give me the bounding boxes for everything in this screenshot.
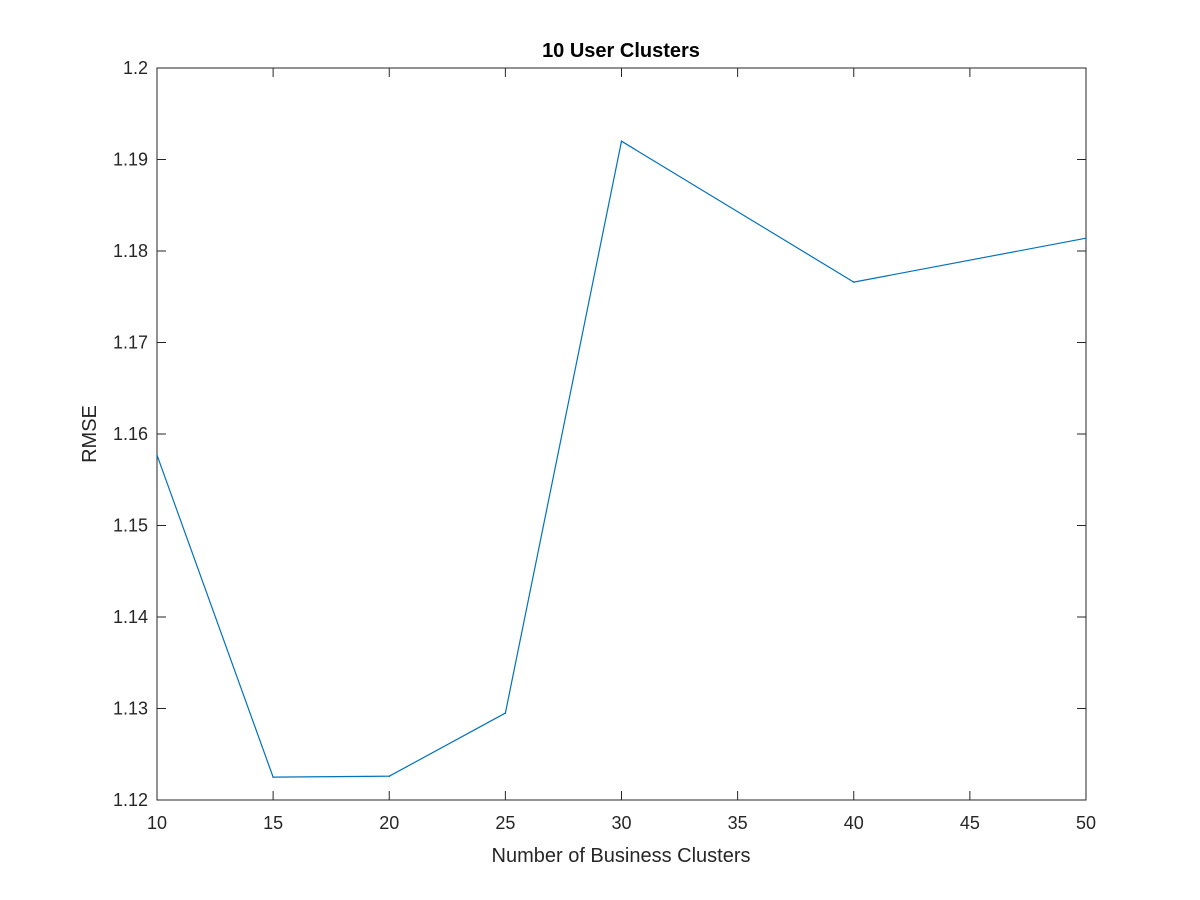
- x-tick-label: 15: [263, 813, 283, 833]
- data-point: [504, 712, 507, 714]
- x-tick-label: 25: [495, 813, 515, 833]
- data-point: [388, 775, 391, 778]
- series-layer: [156, 140, 1087, 778]
- plot-area: [156, 67, 1087, 801]
- y-tick-label: 1.14: [113, 607, 148, 627]
- y-tick-label: 1.19: [113, 150, 148, 170]
- data-point: [852, 281, 855, 283]
- chart-title: 10 User Clusters: [542, 40, 700, 62]
- data-point: [272, 776, 274, 778]
- y-tick-label: 1.15: [113, 516, 148, 536]
- x-tick-label: 10: [147, 813, 167, 833]
- x-axis-label: Number of Business Clusters: [492, 845, 751, 867]
- y-axis: 1.12 1.13 1.14 1.15 1.16 1.17 1.18 1.19 1.2: [113, 58, 1086, 810]
- y-tick-label: 1.12: [113, 790, 148, 810]
- y-tick-label: 1.18: [113, 241, 148, 261]
- x-tick-label: 50: [1076, 813, 1096, 833]
- x-tick-label: 20: [379, 813, 399, 833]
- x-tick-label: 30: [611, 813, 631, 833]
- x-axis: 10 15 20 25 30 35 40 45 50: [147, 68, 1096, 833]
- x-tick-label: 45: [960, 813, 980, 833]
- y-tick-label: 1.16: [113, 424, 148, 444]
- data-point: [620, 140, 623, 142]
- x-tick-label: 40: [844, 813, 864, 833]
- y-tick-label: 1.2: [123, 58, 148, 78]
- y-tick-label: 1.17: [113, 333, 148, 353]
- data-point: [156, 454, 158, 456]
- y-tick-label: 1.13: [113, 699, 148, 719]
- x-tick-label: 35: [728, 813, 748, 833]
- data-point: [1085, 237, 1087, 239]
- y-axis-label: RMSE: [79, 405, 101, 463]
